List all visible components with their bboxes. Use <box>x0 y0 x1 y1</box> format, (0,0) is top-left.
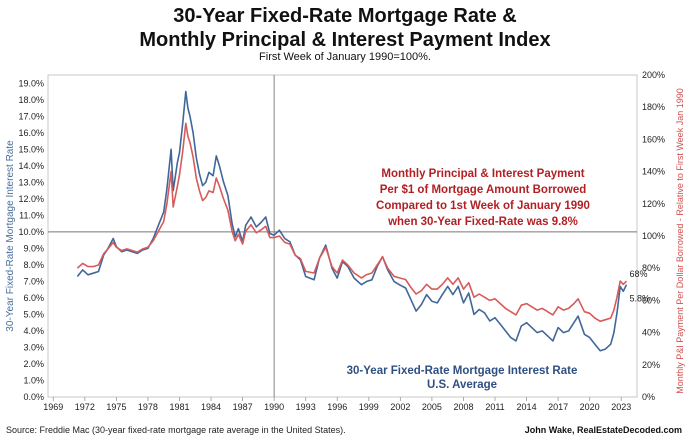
y-left-tick-label: 19.0% <box>18 78 44 88</box>
y-right-tick-label: 40% <box>642 328 660 338</box>
x-tick-label: 1993 <box>296 402 316 412</box>
y-left-tick-label: 4.0% <box>23 326 44 336</box>
y-axis-left-title: 30-Year Fixed-Rate Mortgage Interest Rat… <box>5 140 16 332</box>
y-right-tick-label: 20% <box>642 360 660 370</box>
plot-frame <box>47 74 638 398</box>
grid-layer <box>47 74 638 398</box>
y-left-tick-label: 6.0% <box>23 293 44 303</box>
y-left-tick-label: 8.0% <box>23 260 44 270</box>
x-tick-label: 2002 <box>390 402 410 412</box>
x-tick-label: 1999 <box>359 402 379 412</box>
y-left-tick-label: 16.0% <box>18 128 44 138</box>
y-left-tick-label: 11.0% <box>19 210 44 220</box>
x-tick-label: 2014 <box>517 402 537 412</box>
label-layer: 30-Year Fixed-Rate Mortgage Interest Rat… <box>5 88 685 393</box>
x-tick-label: 2020 <box>580 402 600 412</box>
x-tick-label: 1990 <box>264 402 284 412</box>
chart-title-line-2: Monthly Principal & Interest Payment Ind… <box>139 29 551 51</box>
end-label-index: 68% <box>629 269 647 279</box>
x-tick-label: 1987 <box>233 402 253 412</box>
y-left-tick-label: 0.0% <box>23 392 44 402</box>
annotation-payment-index-line: Compared to 1st Week of January 1990 <box>376 200 590 212</box>
x-tick-label: 1972 <box>75 402 95 412</box>
x-tick-label: 1996 <box>327 402 347 412</box>
y-left-tick-label: 1.0% <box>23 375 44 385</box>
annotation-payment-index-line: Per $1 of Mortgage Amount Borrowed <box>380 184 587 196</box>
annotation-mortgage-rate-line: U.S. Average <box>427 379 497 391</box>
series-line-payment-index <box>76 122 628 323</box>
y-left-tick-label: 18.0% <box>18 95 44 105</box>
source-note: Source: Freddie Mac (30-year fixed-rate … <box>6 425 346 435</box>
y-left-tick-label: 17.0% <box>18 111 44 121</box>
y-axis-right-title: Monthly P&I Payment Per Dollar Borrowed … <box>675 88 685 393</box>
tick-layer: 1969 1972 1975 1978 1981 1984 1987 1990 1993 1996… <box>18 70 665 412</box>
x-tick-label: 2011 <box>485 402 504 412</box>
x-tick-label: 1969 <box>43 402 63 412</box>
y-left-tick-label: 2.0% <box>23 359 44 369</box>
end-label-rate: 5.8% <box>629 293 650 303</box>
series-layer <box>76 90 628 352</box>
chart-title-line-1: 30-Year Fixed-Rate Mortgage Rate & <box>173 5 517 27</box>
x-tick-label: 2008 <box>453 402 473 412</box>
y-left-tick-label: 13.0% <box>18 177 44 187</box>
y-left-tick-label: 3.0% <box>23 342 44 352</box>
x-tick-label: 2023 <box>611 402 631 412</box>
x-tick-label: 1978 <box>138 402 158 412</box>
y-right-tick-label: 80% <box>642 263 660 273</box>
chart-title: 30-Year Fixed-Rate Mortgage Rate & Month… <box>0 4 690 52</box>
y-right-tick-label: 120% <box>642 199 665 209</box>
annotation-payment-index-line: Monthly Principal & Interest Payment <box>381 168 584 180</box>
y-right-tick-label: 200% <box>642 70 665 80</box>
x-tick-label: 1984 <box>201 402 221 412</box>
author-credit: John Wake, RealEstateDecoded.com <box>524 425 682 435</box>
y-right-tick-label: 100% <box>642 231 665 241</box>
y-right-tick-label: 140% <box>642 167 665 177</box>
y-left-tick-label: 10.0% <box>18 227 44 237</box>
x-tick-label: 2017 <box>548 402 568 412</box>
x-tick-label: 2005 <box>422 402 442 412</box>
annotation-mortgage-rate-line: 30-Year Fixed-Rate Mortgage Interest Rat… <box>347 365 578 377</box>
x-tick-label: 1981 <box>169 402 189 412</box>
y-right-tick-label: 0% <box>642 392 655 402</box>
annotation-payment-index-line: when 30-Year Fixed-Rate was 9.8% <box>387 216 578 228</box>
y-right-tick-label: 160% <box>642 134 665 144</box>
x-tick-label: 1975 <box>106 402 126 412</box>
y-left-tick-label: 7.0% <box>23 276 44 286</box>
y-right-tick-label: 180% <box>642 102 665 112</box>
y-left-tick-label: 15.0% <box>18 144 44 154</box>
y-left-tick-label: 9.0% <box>23 243 44 253</box>
chart-subtitle: First Week of January 1990=100%. <box>259 51 431 63</box>
y-right-tick-label: 60% <box>642 295 660 305</box>
y-left-tick-label: 12.0% <box>18 194 44 204</box>
y-left-tick-label: 5.0% <box>23 309 44 319</box>
y-left-tick-label: 14.0% <box>18 161 44 171</box>
